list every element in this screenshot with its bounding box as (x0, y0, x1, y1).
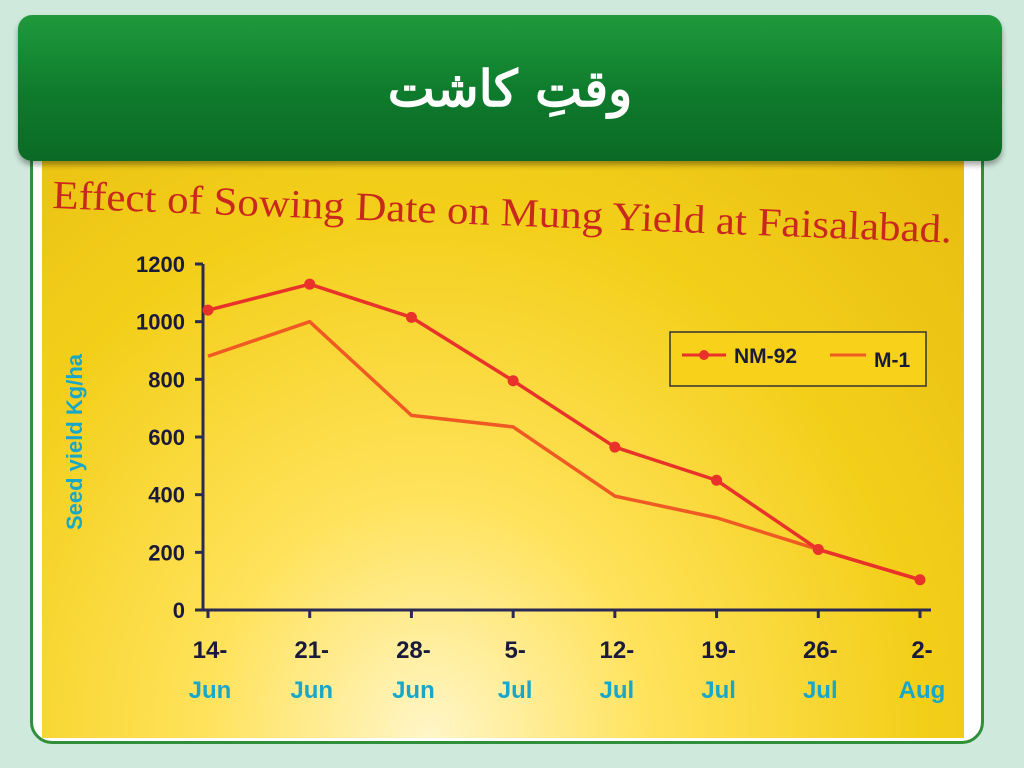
x-tick-label-day: 14- (193, 637, 228, 664)
x-tick-label-month: Jul (498, 677, 533, 704)
x-tick-label-month: Jul (600, 677, 635, 704)
x-tick-label-day: 2- (911, 637, 932, 664)
legend: NM-92 M-1 (669, 331, 927, 387)
chart-photo: Effect of Sowing Date on Mung Yield at F… (42, 160, 964, 738)
y-tick-label: 0 (173, 598, 185, 623)
y-tick-label: 800 (148, 367, 185, 392)
slide-title: وقتِ کاشت (387, 58, 633, 118)
data-point-nm-92 (202, 304, 214, 316)
data-point-nm-92 (812, 543, 824, 555)
legend-marker-nm-92 (699, 350, 709, 360)
x-tick-label-month: Jun (189, 677, 232, 704)
legend-box (669, 331, 927, 387)
x-tick-label-month: Aug (899, 677, 946, 704)
data-point-nm-92 (711, 474, 723, 486)
line-chart: Effect of Sowing Date on Mung Yield at F… (52, 172, 953, 704)
y-axis-label: Seed yield Kg/ha (62, 353, 87, 530)
x-tick-label-month: Jul (803, 677, 838, 704)
series-line-m-1 (207, 319, 921, 582)
legend-label-nm-92: NM-92 (734, 345, 797, 368)
data-point-nm-92 (405, 311, 417, 323)
y-tick-label: 1000 (136, 310, 185, 335)
y-tick-label: 400 (148, 483, 185, 508)
y-tick-label: 200 (148, 540, 185, 565)
x-tick-label-day: 26- (803, 637, 838, 664)
data-point-nm-92 (609, 441, 621, 453)
y-tick-label: 1200 (136, 252, 185, 277)
y-tick-label: 600 (148, 425, 185, 450)
x-tick-label-month: Jun (290, 677, 333, 704)
chart-title: Effect of Sowing Date on Mung Yield at F… (52, 172, 953, 252)
x-tick-label-month: Jul (701, 677, 736, 704)
x-tick-label-month: Jun (392, 677, 435, 704)
data-point-nm-92 (914, 574, 926, 586)
slide-banner: وقتِ کاشت (18, 15, 1002, 161)
legend-label-m-1: M-1 (874, 349, 910, 372)
series-layer (202, 278, 926, 586)
x-tick-label-day: 28- (396, 637, 431, 664)
x-tick-label-day: 19- (701, 637, 736, 664)
axes: 0 200 400 600 800 1000 1200 14- Jun 21- Jun 28- Jun 5… (136, 252, 945, 704)
data-point-nm-92 (304, 278, 316, 290)
series-line-nm-92 (207, 282, 921, 582)
x-tick-label-day: 5- (504, 637, 525, 664)
x-tick-label-day: 12- (600, 637, 635, 664)
data-point-nm-92 (507, 375, 519, 387)
x-tick-label-day: 21- (294, 637, 329, 664)
